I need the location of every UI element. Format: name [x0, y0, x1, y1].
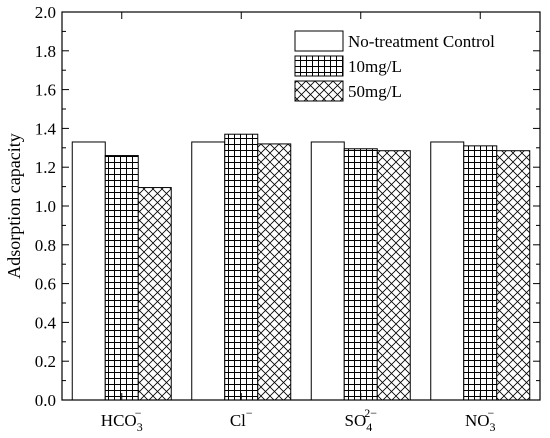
plot-frame: [61, 11, 541, 401]
bar-grid-3: [463, 145, 498, 401]
y-tick-label: 1.8: [35, 42, 56, 61]
y-tick-label: 0.6: [35, 275, 56, 294]
y-tick-label: 0.8: [35, 236, 56, 255]
bar-grid-2: [343, 148, 378, 401]
bar-crosshatch-2: [376, 150, 411, 401]
y-tick-label: 1.0: [35, 197, 56, 216]
bar-crosshatch-0: [137, 187, 172, 401]
x-tick-label: HCO3−: [101, 406, 143, 434]
x-tick-label: SO42−: [344, 406, 377, 434]
bar-solid-3: [430, 141, 465, 401]
legend-swatch-grid: [294, 55, 344, 77]
bar-crosshatch-3: [496, 150, 531, 401]
y-tick-label: 1.4: [35, 119, 57, 138]
bar-grid-0: [104, 155, 139, 401]
legend-swatch-solid: [294, 30, 344, 52]
y-tick-label: 0.4: [35, 313, 57, 332]
y-tick-label: 0.2: [35, 352, 56, 371]
legend-swatch-crosshatch: [294, 80, 344, 102]
plot-area: 0.0 0.2 0.4 0.6 0.8 1.0 1.2 1.4 1.6 1.8 2.0 Adsorpt…: [4, 3, 541, 434]
x-tick-label: Cl−: [230, 406, 253, 430]
y-tick-label: 1.2: [35, 158, 56, 177]
legend-label: 10mg/L: [348, 57, 402, 76]
legend-label: 50mg/L: [348, 82, 402, 101]
y-tick-label: 1.6: [35, 81, 56, 100]
legend: No-treatment Control 10mg/L 50mg/L: [294, 30, 495, 102]
x-tick-label: NO3−: [465, 406, 496, 434]
bar-crosshatch-1: [257, 143, 292, 401]
bar-solid-2: [310, 141, 345, 401]
legend-label: No-treatment Control: [348, 32, 495, 51]
bar-grid-1: [224, 133, 259, 401]
y-tick-label: 2.0: [35, 3, 56, 22]
y-axis-label: Adsorption capacity: [4, 133, 24, 278]
bar-solid-0: [71, 141, 106, 401]
bar-solid-1: [191, 141, 226, 401]
y-tick-label: 0.0: [35, 391, 56, 410]
